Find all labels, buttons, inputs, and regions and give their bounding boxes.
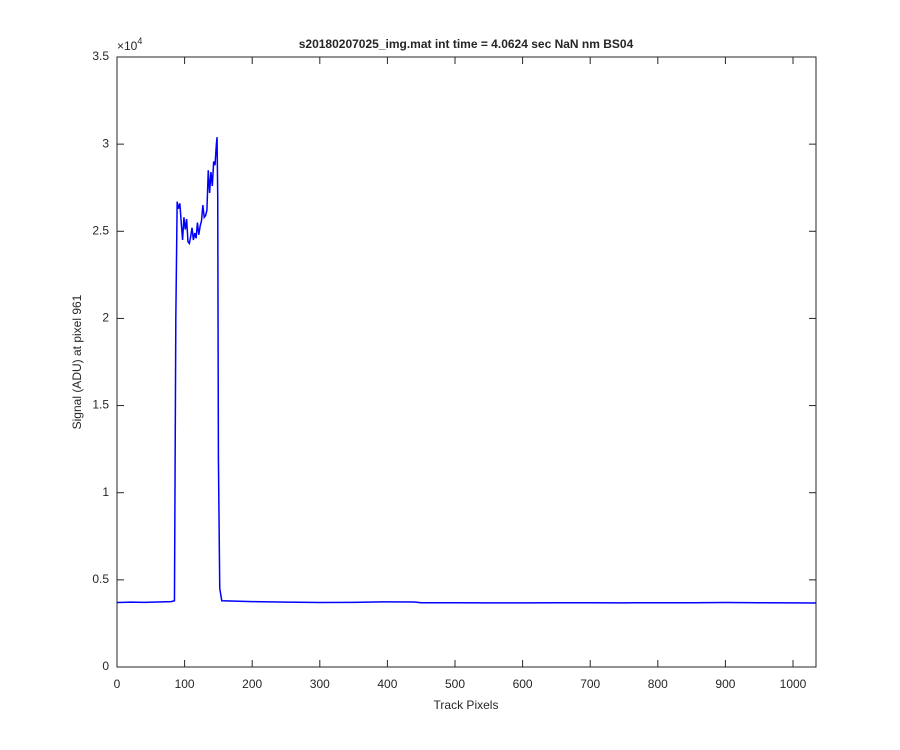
x-tick-label: 800 bbox=[648, 677, 668, 691]
x-tick-label: 1000 bbox=[780, 677, 807, 691]
y-axis-label: Signal (ADU) at pixel 961 bbox=[70, 294, 84, 429]
x-tick-label: 200 bbox=[242, 677, 262, 691]
y-tick-label: 3.5 bbox=[92, 49, 109, 63]
y-tick-label: 2 bbox=[102, 311, 109, 325]
x-tick-label: 300 bbox=[310, 677, 330, 691]
y-multiplier-exponent: 4 bbox=[137, 36, 142, 46]
y-tick-label: 2.5 bbox=[92, 223, 109, 237]
x-tick-label: 100 bbox=[175, 677, 195, 691]
x-tick-label: 500 bbox=[445, 677, 465, 691]
x-tick-label: 700 bbox=[580, 677, 600, 691]
x-tick-label: 400 bbox=[377, 677, 397, 691]
y-tick-label: 1 bbox=[102, 485, 109, 499]
y-tick-label: 0.5 bbox=[92, 572, 109, 586]
y-tick-label: 0 bbox=[102, 659, 109, 673]
y-tick-label: 1.5 bbox=[92, 398, 109, 412]
x-tick-label: 0 bbox=[114, 677, 121, 691]
chart-title: s20180207025_img.mat int time = 4.0624 s… bbox=[299, 37, 634, 51]
x-axis-label: Track Pixels bbox=[434, 698, 499, 712]
plot-box bbox=[116, 56, 817, 668]
data-line bbox=[116, 137, 817, 604]
y-tick-label: 3 bbox=[102, 136, 109, 150]
x-tick-label: 900 bbox=[715, 677, 735, 691]
x-tick-label: 600 bbox=[513, 677, 533, 691]
y-multiplier: ×104 bbox=[117, 36, 142, 53]
y-multiplier-base: ×10 bbox=[117, 39, 138, 53]
